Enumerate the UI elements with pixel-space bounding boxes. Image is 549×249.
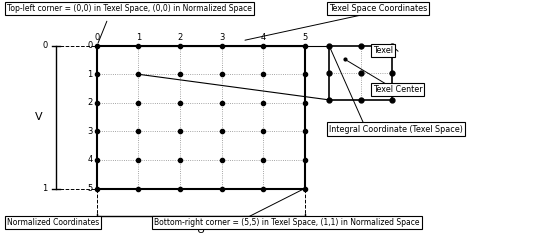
Text: 3: 3 <box>87 127 93 136</box>
Text: 0: 0 <box>94 221 99 230</box>
Text: Texel Center: Texel Center <box>373 85 422 94</box>
Text: Texel: Texel <box>373 46 393 55</box>
Text: 4: 4 <box>87 155 93 164</box>
Text: Bottom-right corner = (5,5) in Texel Space, (1,1) in Normalized Space: Bottom-right corner = (5,5) in Texel Spa… <box>154 218 420 227</box>
Text: 3: 3 <box>219 33 224 42</box>
Text: 1: 1 <box>302 221 307 230</box>
Text: 5: 5 <box>302 33 307 42</box>
Text: Top-left corner = (0,0) in Texel Space, (0,0) in Normalized Space: Top-left corner = (0,0) in Texel Space, … <box>7 4 252 13</box>
Text: 1: 1 <box>136 33 141 42</box>
Text: 5: 5 <box>87 184 93 193</box>
Bar <box>97 46 305 188</box>
Text: V: V <box>35 112 42 122</box>
Text: 4: 4 <box>260 33 266 42</box>
Text: 2: 2 <box>87 98 93 107</box>
Text: 0: 0 <box>43 41 48 50</box>
Text: U: U <box>197 225 205 236</box>
Text: Normalized Coordinates: Normalized Coordinates <box>7 218 99 227</box>
Text: 1: 1 <box>87 70 93 79</box>
Text: 1: 1 <box>43 184 48 193</box>
Text: 2: 2 <box>177 33 183 42</box>
Bar <box>329 46 392 100</box>
Text: 0: 0 <box>87 41 93 50</box>
Text: 0: 0 <box>94 33 99 42</box>
Text: Integral Coordinate (Texel Space): Integral Coordinate (Texel Space) <box>329 124 463 133</box>
Text: Texel Space Coordinates: Texel Space Coordinates <box>329 4 427 13</box>
